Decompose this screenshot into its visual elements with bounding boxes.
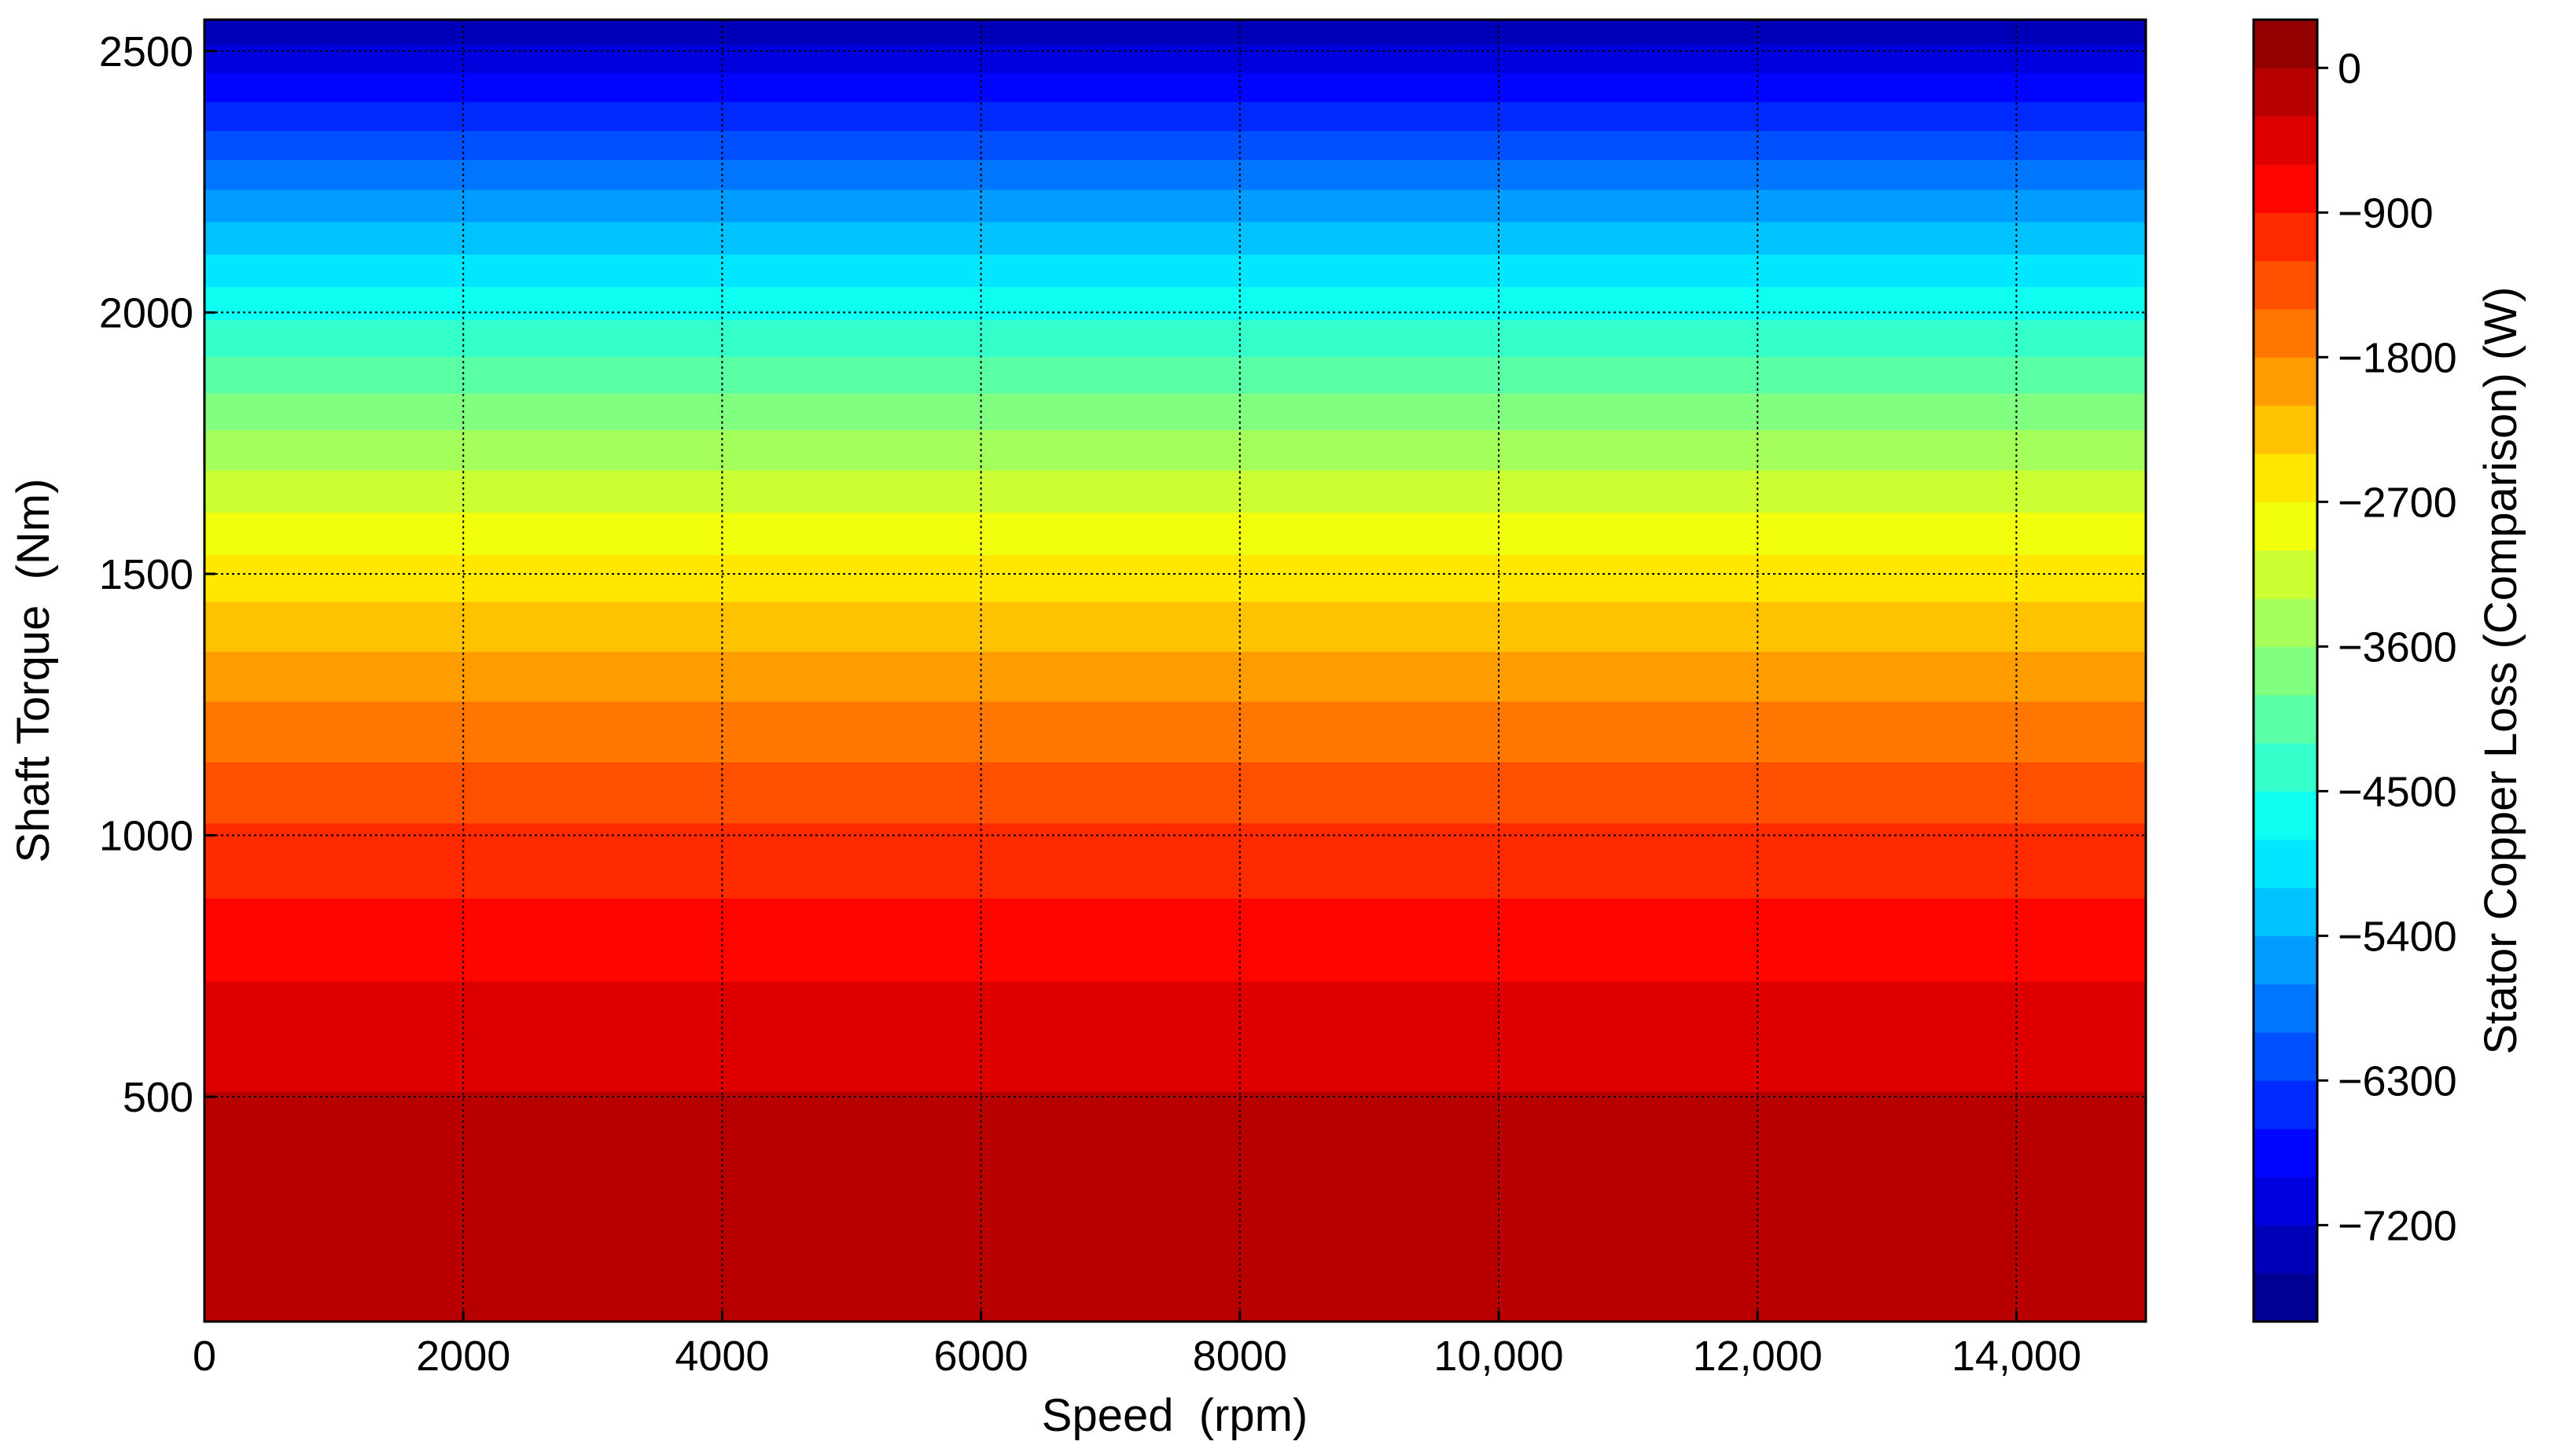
- x-tick-label: 14,000: [1952, 1333, 2081, 1380]
- contour-band: [204, 834, 2146, 899]
- contour-band: [204, 704, 2146, 763]
- x-tick-label: 10,000: [1433, 1333, 1563, 1380]
- colorbar-band: [2254, 742, 2317, 792]
- colorbar-band: [2254, 1031, 2317, 1081]
- colorbar-band: [2254, 453, 2317, 502]
- colorbar-band: [2254, 550, 2317, 599]
- contour-band: [204, 1090, 2146, 1098]
- contour-band: [204, 469, 2146, 513]
- colorbar-frame: [2252, 18, 2319, 1323]
- contour-band: [204, 101, 2146, 131]
- colorbar-band: [2254, 1273, 2317, 1322]
- colorbar-band: [2254, 887, 2317, 936]
- x-tick-label: 0: [193, 1333, 216, 1380]
- contour-band: [204, 980, 2146, 1092]
- x-tick-label: 2000: [416, 1333, 510, 1380]
- colorbar-band: [2254, 790, 2317, 840]
- contour-band: [204, 554, 2146, 575]
- colorbar-band: [2254, 211, 2317, 262]
- colorbar-band: [2254, 116, 2317, 165]
- colorbar-band: [2254, 1176, 2317, 1226]
- contour-band: [204, 311, 2146, 321]
- y-tick-label: 1000: [99, 812, 193, 859]
- contour-band: [204, 181, 2146, 190]
- colorbar-band: [2254, 308, 2317, 358]
- contour-band: [204, 253, 2146, 287]
- contour-band: [204, 700, 2146, 705]
- contour-band: [204, 651, 2146, 702]
- y-tick-label: 2000: [99, 289, 193, 336]
- contour-band: [204, 512, 2146, 556]
- colorbar-tick-label: 0: [2338, 45, 2361, 92]
- contour-band: [204, 130, 2146, 160]
- contour-band: [204, 897, 2146, 967]
- colorbar-band: [2254, 839, 2317, 888]
- y-axis-title: Shaft Torque (Nm): [8, 479, 59, 863]
- contour-band: [204, 573, 2146, 602]
- y-tick-label: 1500: [99, 551, 193, 598]
- colorbar-band: [2254, 1224, 2317, 1274]
- colorbar-band: [2254, 405, 2317, 454]
- contour-band: [204, 50, 2146, 74]
- x-tick-label: 8000: [1193, 1333, 1287, 1380]
- contour-band: [204, 601, 2146, 653]
- contour-band: [204, 43, 2146, 52]
- colorbar-tick-label: −6300: [2338, 1057, 2457, 1105]
- colorbar-band: [2254, 164, 2317, 213]
- x-tick-label: 6000: [934, 1333, 1028, 1380]
- colorbar-band: [2254, 501, 2317, 551]
- contour-band: [204, 822, 2146, 836]
- contour-band: [204, 19, 2146, 45]
- colorbar-band: [2254, 356, 2317, 406]
- colorbar-tick-label: −900: [2338, 189, 2434, 237]
- colorbar-band: [2254, 1128, 2317, 1178]
- x-tick-label: 4000: [675, 1333, 769, 1380]
- colorbar-band: [2254, 984, 2317, 1033]
- y-tick-label: 2500: [99, 28, 193, 75]
- contour-band: [204, 1096, 2146, 1228]
- colorbar-title: Stator Copper Loss (Comparison) (W): [2475, 287, 2526, 1055]
- colorbar-band: [2254, 935, 2317, 985]
- contour-band: [204, 319, 2146, 357]
- contour-band: [204, 189, 2146, 222]
- colorbar-band: [2254, 260, 2317, 310]
- x-axis-title: Speed (rpm): [1042, 1390, 1308, 1441]
- contour-band: [204, 965, 2146, 982]
- colorbar-tick-label: −2700: [2338, 479, 2457, 526]
- colorbar-tick-label: −1800: [2338, 334, 2457, 381]
- colorbar-band: [2254, 67, 2317, 117]
- plot-frame: [203, 18, 2147, 1323]
- contour-band: [204, 285, 2146, 313]
- contour-band: [204, 355, 2146, 394]
- contour-band: [204, 429, 2146, 444]
- y-tick-label: 500: [123, 1074, 193, 1121]
- contour-band: [204, 1226, 2146, 1322]
- colorbar-band: [2254, 19, 2317, 68]
- contour-band: [204, 761, 2146, 824]
- contour-band: [204, 221, 2146, 255]
- contour-band: [204, 159, 2146, 182]
- contour-band: [204, 72, 2146, 102]
- contour-band: [204, 392, 2146, 431]
- colorbar-band: [2254, 597, 2317, 647]
- colorbar-tick-label: −7200: [2338, 1202, 2457, 1249]
- colorbar-band: [2254, 645, 2317, 696]
- x-tick-label: 12,000: [1693, 1333, 1823, 1380]
- colorbar-tick-label: −5400: [2338, 913, 2457, 960]
- colorbar-tick-label: −4500: [2338, 768, 2457, 815]
- colorbar-tick-label: −3600: [2338, 623, 2457, 671]
- contour-band: [204, 443, 2146, 471]
- colorbar-band: [2254, 1079, 2317, 1130]
- colorbar-band: [2254, 694, 2317, 744]
